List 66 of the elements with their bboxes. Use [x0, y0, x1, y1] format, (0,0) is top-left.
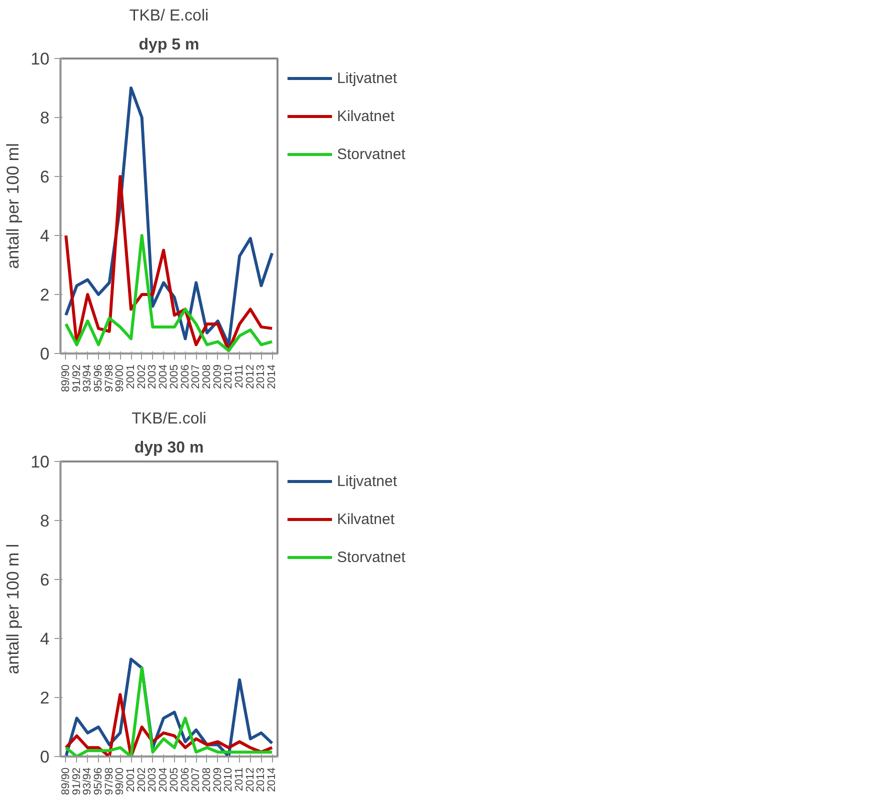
x-tick-label: 99/00 [114, 767, 126, 796]
x-tick-label: 97/98 [103, 364, 116, 392]
x-tick-label: 2012 [244, 767, 256, 792]
y-tick-label: 6 [40, 570, 50, 590]
chart-title: TKB/E.coli [132, 410, 206, 428]
x-tick-label: 2013 [255, 767, 268, 792]
x-tick-label: 2005 [168, 364, 180, 389]
y-axis-title: antall per 100 ml [4, 143, 23, 269]
legend-label: Litjvatnet [337, 472, 398, 490]
x-tick-label: 2001 [125, 364, 138, 389]
chart-subtitle: dyp 30 m [134, 440, 204, 456]
x-tick-label: 2008 [200, 767, 213, 792]
x-tick-label: 99/00 [114, 364, 126, 392]
x-tick-label: 89/90 [60, 364, 72, 392]
legend-label: Storvatnet [337, 146, 406, 162]
y-axis-title: antall per 100 m l [4, 544, 23, 674]
x-tick-label: 2005 [168, 767, 180, 792]
x-tick-label: 89/90 [60, 767, 72, 796]
chart-title: TKB/ E.coli [129, 8, 209, 24]
x-tick-label: 93/94 [82, 364, 94, 392]
line-series [64, 234, 274, 352]
y-tick-label: 10 [30, 452, 50, 472]
y-tick-label: 4 [40, 630, 50, 648]
x-tick-label: 93/94 [82, 767, 94, 796]
x-tick-label: 97/98 [103, 767, 116, 796]
x-tick-label: 2001 [125, 767, 138, 792]
x-tick-label: 2011 [234, 364, 246, 388]
x-tick-label: 2009 [212, 364, 224, 389]
y-tick-label: 0 [40, 344, 50, 364]
line-series [64, 175, 274, 352]
x-tick-label: 2004 [158, 767, 170, 792]
y-tick-label: 2 [40, 286, 50, 304]
y-tick-label: 2 [40, 688, 50, 708]
x-tick-label: 2014 [266, 364, 278, 389]
x-tick-label: 2009 [212, 767, 224, 792]
legend-label: Kilvatnet [337, 510, 395, 528]
y-tick-label: 8 [40, 512, 50, 530]
x-tick-label: 2004 [158, 364, 170, 389]
x-tick-label: 2003 [146, 767, 159, 792]
legend-label: Kilvatnet [337, 108, 395, 124]
x-tick-label: 2010 [222, 364, 235, 389]
x-tick-label: 2010 [222, 767, 235, 792]
chart-subtitle: dyp 5 m [138, 36, 200, 54]
x-tick-label: 2002 [136, 364, 148, 389]
legend-label: Storvatnet [337, 548, 406, 566]
legend-label: Litjvatnet [337, 70, 398, 86]
y-tick-label: 4 [40, 226, 50, 246]
x-tick-label: 2002 [136, 767, 148, 792]
x-tick-label: 2013 [255, 364, 268, 389]
x-tick-label: 95/96 [92, 767, 104, 796]
x-tick-label: 2006 [179, 364, 192, 389]
x-tick-label: 91/92 [70, 364, 83, 392]
x-tick-label: 2007 [190, 767, 202, 792]
x-tick-label: 2014 [266, 767, 278, 792]
x-tick-label: 2006 [179, 767, 192, 792]
y-tick-label: 0 [40, 748, 50, 766]
y-tick-label: 10 [30, 50, 50, 68]
x-tick-label: 2007 [190, 364, 202, 389]
x-tick-label: 2012 [244, 364, 256, 389]
y-tick-label: 6 [40, 168, 50, 186]
x-tick-label: 2008 [200, 364, 213, 389]
x-tick-label: 95/96 [92, 364, 104, 392]
x-tick-label: 2011 [234, 768, 246, 792]
x-tick-label: 2003 [146, 364, 159, 389]
x-tick-label: 91/92 [70, 767, 83, 796]
y-tick-label: 8 [40, 108, 50, 128]
